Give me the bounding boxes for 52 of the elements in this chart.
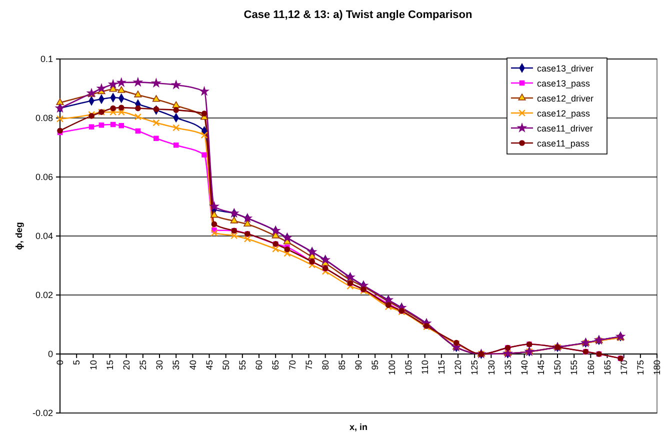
x-tick-label: 15 [104,360,115,370]
x-tick-label: 75 [304,360,314,370]
x-tick-label: 90 [354,360,364,370]
y-tick-label: 0.08 [35,112,53,123]
x-tick-label: 70 [287,360,298,370]
y-tick-label: 0.04 [35,230,53,241]
y-tick-label: 0 [48,348,53,359]
x-tick-label: 60 [254,360,264,370]
x-tick-label: 155 [569,360,580,376]
x-tick-label: 65 [270,360,281,370]
x-tick-label: 165 [602,360,612,376]
legend-label: case13_pass [537,78,591,88]
x-tick-label: 45 [204,360,214,370]
x-tick-label: 180 [652,360,662,376]
x-tick-label: 160 [586,360,596,376]
x-tick-label: 55 [238,360,248,370]
y-tick-label: 0.1 [40,54,53,64]
y-tick-label: 0.06 [35,172,53,182]
x-tick-label: 115 [436,360,447,374]
legend-label: case12_driver [537,94,594,104]
x-tick-label: 30 [154,360,165,370]
x-tick-label: 50 [220,360,231,370]
x-axis-title: x, in [349,422,368,432]
x-tick-label: 80 [320,360,330,370]
x-tick-label: 5 [72,360,82,366]
x-tick-label: 135 [502,360,513,376]
legend-label: case13_driver [537,64,594,74]
x-tick-label: 105 [403,360,414,376]
x-tick-label: 25 [138,360,148,370]
x-tick-label: 125 [470,360,480,376]
x-tick-label: 40 [188,360,198,370]
chart-title: Case 11,12 & 13: a) Twist angle Comparison [244,9,472,21]
x-tick-label: 140 [519,360,530,376]
x-tick-label: 100 [386,360,397,376]
legend-label: case11_pass [537,138,590,148]
x-tick-label: 145 [536,360,546,376]
legend-label: case11_driver [537,124,593,134]
x-tick-label: 110 [420,360,430,374]
x-tick-label: 150 [552,360,563,376]
x-tick-label: 175 [636,360,646,376]
x-tick-label: 120 [453,360,464,376]
y-tick-label: 0.02 [35,290,53,300]
x-tick-label: 85 [337,360,348,370]
x-tick-label: 170 [618,360,629,376]
x-tick-label: 20 [121,360,132,370]
x-tick-label: 95 [370,360,380,370]
y-tick-label: -0.02 [32,408,53,418]
x-tick-label: 35 [171,360,182,370]
legend-label: case12_pass [537,108,591,118]
x-tick-label: 130 [486,360,496,376]
y-axis-title: ϕ, deg [14,222,24,250]
x-tick-label: 10 [88,360,98,370]
